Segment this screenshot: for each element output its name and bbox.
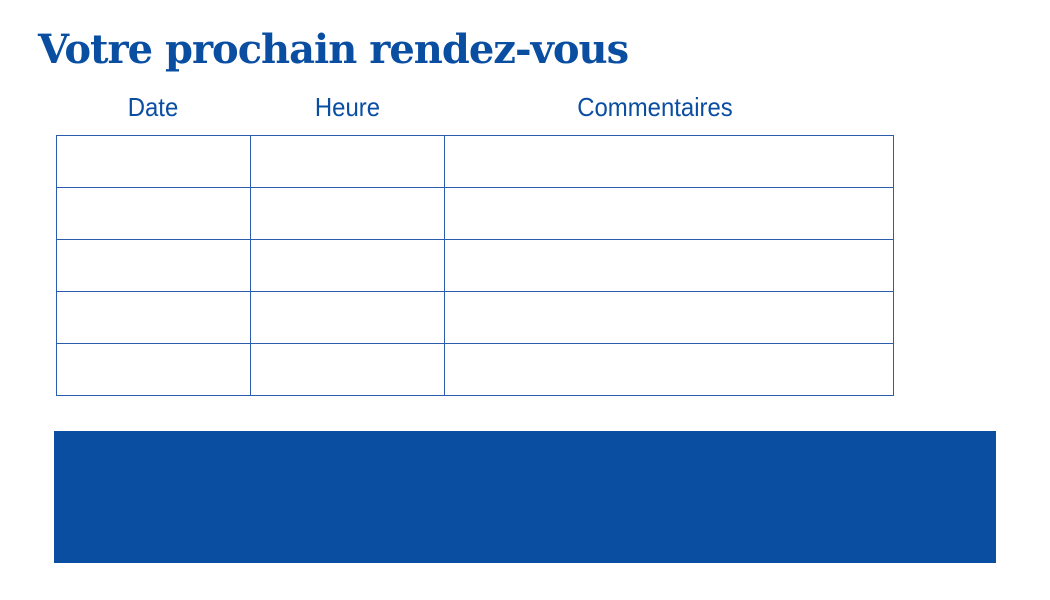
- column-header-commentaires: Commentaires: [577, 92, 733, 122]
- table-row: [56, 291, 894, 344]
- cell-date[interactable]: [56, 291, 251, 344]
- cell-date[interactable]: [56, 343, 251, 396]
- cell-date[interactable]: [56, 135, 251, 188]
- cell-commentaires[interactable]: [444, 187, 894, 240]
- cell-heure[interactable]: [250, 239, 445, 292]
- page-title: Votre prochain rendez-vous: [38, 26, 629, 73]
- cell-heure[interactable]: [250, 291, 445, 344]
- table-row: [56, 343, 894, 396]
- cell-date[interactable]: [56, 239, 251, 292]
- column-header-date: Date: [127, 92, 179, 122]
- cell-date[interactable]: [56, 187, 251, 240]
- table-row: [56, 135, 894, 188]
- table-row: [56, 239, 894, 292]
- footer-blue-band: [54, 431, 996, 563]
- cell-heure[interactable]: [250, 343, 445, 396]
- table-row: [56, 187, 894, 240]
- appointment-table: [56, 135, 894, 396]
- column-header-heure: Heure: [314, 92, 381, 122]
- cell-commentaires[interactable]: [444, 135, 894, 188]
- cell-commentaires[interactable]: [444, 239, 894, 292]
- cell-commentaires[interactable]: [444, 343, 894, 396]
- cell-heure[interactable]: [250, 187, 445, 240]
- cell-commentaires[interactable]: [444, 291, 894, 344]
- cell-heure[interactable]: [250, 135, 445, 188]
